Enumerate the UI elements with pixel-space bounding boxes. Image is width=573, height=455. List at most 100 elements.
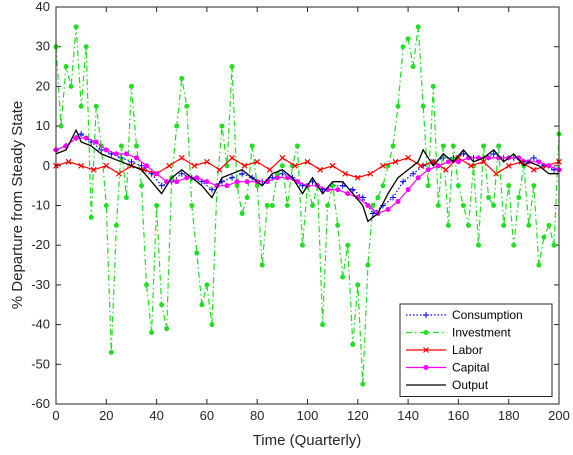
data-point [174, 123, 180, 129]
x-axis-ticks: 0 20 40 60 80 100 120 140 160 180 200 [52, 7, 570, 423]
y-axis-ticks: -60 -50 -40 -30 -20 -10 0 10 20 30 40 [31, 0, 559, 411]
data-point [546, 163, 552, 169]
legend-label: Investment [452, 326, 511, 340]
data-point [219, 123, 225, 129]
y-tick-label: 20 [36, 78, 50, 93]
data-point [481, 143, 487, 149]
data-point [103, 203, 109, 208]
x-tick-label: 120 [347, 408, 369, 423]
data-point [78, 131, 85, 138]
data-point [194, 175, 200, 181]
data-point [259, 262, 265, 268]
data-point [486, 155, 492, 161]
x-tick-label: 140 [397, 408, 419, 423]
data-point [249, 143, 255, 149]
data-point [367, 170, 374, 177]
data-point [551, 242, 557, 248]
series-output [55, 128, 559, 223]
data-point [158, 182, 165, 189]
data-point [320, 322, 326, 328]
y-tick-label: -40 [31, 317, 50, 332]
data-point [420, 103, 426, 109]
data-point [159, 302, 165, 308]
x-tick-label: 160 [448, 408, 470, 423]
y-tick-label: 40 [36, 0, 50, 14]
data-point [536, 159, 542, 165]
data-point [380, 183, 386, 189]
data-point [118, 143, 124, 149]
data-point [415, 175, 421, 181]
data-point [370, 203, 376, 208]
data-point [440, 154, 447, 161]
data-point [229, 154, 235, 161]
data-point [345, 191, 351, 197]
data-point [486, 195, 492, 201]
data-point [244, 195, 250, 201]
data-point [425, 183, 431, 189]
data-point [128, 83, 134, 89]
data-point [103, 147, 109, 153]
data-point [178, 154, 185, 161]
data-point [224, 163, 230, 169]
data-point [460, 203, 466, 208]
data-point [292, 162, 298, 169]
data-point [395, 103, 401, 109]
data-point [530, 154, 537, 161]
data-point [430, 83, 436, 89]
x-tick-label: 80 [250, 408, 264, 423]
data-point [490, 150, 497, 157]
legend-label: Labor [452, 343, 483, 357]
data-point [493, 170, 500, 177]
data-point [254, 183, 260, 189]
data-point [78, 103, 84, 109]
data-point [516, 195, 522, 201]
plot-frame [55, 6, 560, 405]
data-point [491, 203, 497, 208]
data-point [375, 195, 381, 201]
data-point [90, 166, 97, 173]
data-point [144, 163, 150, 169]
data-point [103, 162, 110, 169]
data-point [317, 166, 323, 173]
data-point [536, 262, 542, 268]
data-point [239, 170, 246, 177]
data-point [455, 154, 462, 161]
data-point [304, 158, 311, 165]
data-point [83, 44, 89, 50]
data-point [174, 179, 180, 185]
x-tick-label: 60 [200, 408, 214, 423]
data-point [139, 183, 145, 189]
data-point [325, 203, 331, 208]
legend-label: Output [452, 378, 489, 392]
data-point [385, 206, 391, 212]
data-point [65, 158, 72, 165]
data-point [184, 175, 190, 181]
data-point [254, 158, 261, 165]
data-point [435, 203, 441, 208]
data-point [279, 163, 285, 169]
data-point [423, 312, 429, 318]
data-point [266, 166, 273, 173]
data-point [113, 151, 119, 157]
data-point [310, 203, 316, 208]
data-point [133, 143, 139, 149]
data-point [194, 250, 200, 256]
series-layer [53, 24, 562, 387]
data-point [108, 349, 114, 355]
data-point [209, 322, 215, 328]
data-point [329, 162, 336, 169]
data-point [93, 103, 99, 109]
x-tick-label: 40 [149, 408, 163, 423]
data-point [73, 135, 79, 141]
data-point [355, 282, 361, 288]
data-point [73, 24, 79, 30]
data-point [369, 210, 376, 217]
data-point [546, 222, 552, 228]
data-point [279, 170, 286, 177]
data-point [342, 170, 349, 177]
data-point [354, 174, 361, 181]
legend-label: Consumption [452, 308, 523, 322]
data-point [208, 186, 215, 193]
data-point [423, 365, 429, 370]
data-point [68, 83, 74, 89]
